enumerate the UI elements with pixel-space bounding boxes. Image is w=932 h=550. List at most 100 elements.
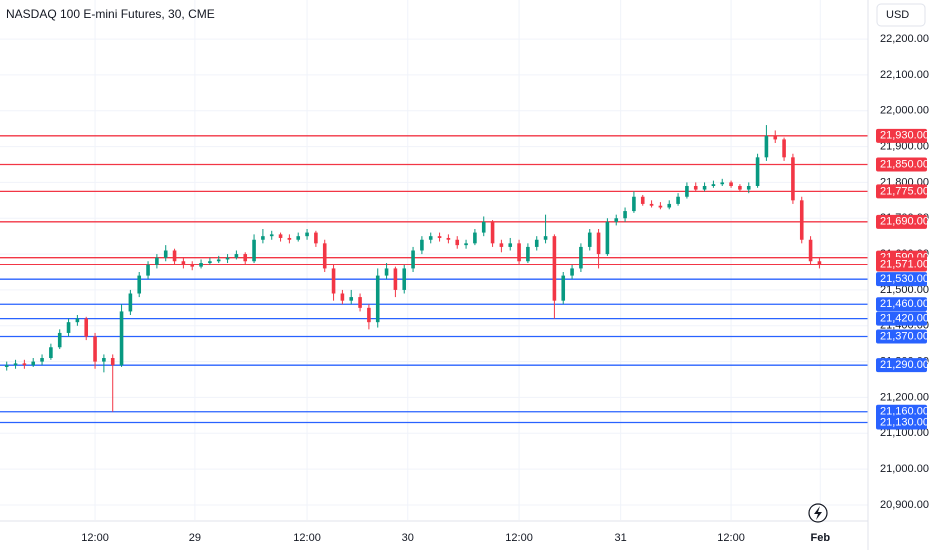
y-tick-label: 21,500.00 bbox=[880, 284, 929, 296]
candle-body bbox=[676, 196, 680, 204]
candle-body bbox=[208, 261, 212, 264]
candle-body bbox=[172, 250, 177, 262]
grid bbox=[0, 0, 868, 520]
level-line-tag bbox=[876, 214, 927, 229]
currency-button[interactable] bbox=[876, 3, 926, 27]
candle-body bbox=[587, 232, 592, 247]
level-line-tag bbox=[876, 184, 927, 199]
candle-body bbox=[773, 135, 778, 140]
candle-body bbox=[314, 232, 318, 244]
candles bbox=[4, 125, 822, 412]
level-line-label: 21,690.00 bbox=[880, 216, 929, 228]
x-tick-label: 12:00 bbox=[505, 532, 533, 544]
candle-body bbox=[782, 139, 786, 158]
candle-body bbox=[84, 318, 89, 337]
y-tick-label: 20,900.00 bbox=[880, 499, 929, 511]
level-line-label: 21,370.00 bbox=[880, 330, 929, 342]
last-price-line-label: 21,571.00 bbox=[880, 258, 929, 270]
candle-body bbox=[269, 234, 274, 237]
candle-body bbox=[446, 237, 451, 240]
candle-body bbox=[349, 297, 354, 301]
level-line-label: 21,530.00 bbox=[880, 273, 929, 285]
candle-body bbox=[738, 185, 742, 190]
y-tick-label: 22,100.00 bbox=[880, 69, 929, 81]
candle-body bbox=[640, 196, 645, 204]
candle-body bbox=[40, 358, 44, 362]
candle-body bbox=[31, 361, 36, 366]
candle-body bbox=[296, 236, 301, 240]
candle-body bbox=[181, 261, 186, 265]
candle-body bbox=[22, 363, 27, 366]
candle-body bbox=[685, 185, 689, 197]
candle-body bbox=[146, 264, 150, 276]
candle-body bbox=[322, 243, 327, 269]
candle-body bbox=[755, 157, 760, 186]
last-price-line-tag bbox=[876, 257, 927, 272]
currency-label[interactable]: USD bbox=[886, 9, 909, 21]
candle-body bbox=[746, 185, 751, 190]
x-tick-label: 31 bbox=[615, 532, 627, 544]
level-line-tag bbox=[876, 297, 927, 312]
level-line-tag bbox=[876, 329, 927, 344]
candle-body bbox=[234, 254, 239, 258]
candle-body bbox=[711, 184, 716, 186]
candle-body bbox=[561, 275, 566, 301]
candle-body bbox=[243, 254, 248, 262]
candle-body bbox=[464, 243, 468, 246]
candle-body bbox=[93, 336, 97, 362]
candle-body bbox=[128, 293, 133, 312]
candle-body bbox=[163, 250, 168, 258]
candle-body bbox=[358, 297, 362, 308]
candle-body bbox=[817, 261, 822, 265]
candle-body bbox=[66, 322, 71, 333]
candle-body bbox=[481, 221, 486, 233]
candle-body bbox=[384, 268, 389, 276]
candle-body bbox=[808, 239, 813, 262]
level-line-tag bbox=[876, 415, 927, 430]
candle-body bbox=[75, 318, 80, 323]
level-line-tag bbox=[876, 272, 927, 287]
candle-body bbox=[375, 275, 380, 323]
candle-body bbox=[632, 196, 636, 212]
candle-body bbox=[499, 243, 504, 247]
level-line-tag bbox=[876, 404, 927, 419]
candle-body bbox=[473, 232, 477, 244]
candle-body bbox=[340, 293, 345, 301]
candle-body bbox=[791, 157, 795, 201]
candle-body bbox=[490, 221, 495, 244]
candle-body bbox=[799, 200, 804, 240]
x-tick-label: 12:00 bbox=[717, 532, 745, 544]
level-line-label: 21,160.00 bbox=[880, 406, 929, 418]
candle-body bbox=[13, 363, 18, 366]
candle-body bbox=[543, 236, 548, 240]
x-tick-label: Feb bbox=[811, 532, 831, 544]
candle-body bbox=[720, 182, 725, 185]
candle-body bbox=[102, 358, 106, 362]
level-line-label: 21,290.00 bbox=[880, 359, 929, 371]
x-tick-label: 30 bbox=[402, 532, 414, 544]
level-line-tag bbox=[876, 311, 927, 326]
logo bbox=[808, 503, 828, 523]
level-line-tag bbox=[876, 157, 927, 172]
candle-body bbox=[155, 257, 159, 265]
candle-body bbox=[305, 232, 309, 237]
level-line-tag bbox=[876, 128, 927, 143]
candle-body bbox=[261, 236, 265, 240]
candle-body bbox=[119, 311, 124, 366]
candle-body bbox=[526, 246, 530, 262]
candle-body bbox=[402, 268, 407, 290]
level-line-label: 21,930.00 bbox=[880, 130, 929, 142]
candle-body bbox=[278, 234, 283, 238]
candle-body bbox=[579, 246, 583, 269]
level-line-tag bbox=[876, 358, 927, 373]
level-line-label: 21,850.00 bbox=[880, 158, 929, 170]
candle-body bbox=[764, 135, 769, 158]
level-line-label: 21,130.00 bbox=[880, 416, 929, 428]
candle-body bbox=[517, 243, 521, 262]
candle-body bbox=[57, 332, 62, 348]
candle-body bbox=[393, 268, 398, 290]
candle-body bbox=[190, 264, 195, 267]
y-tick-label: 22,200.00 bbox=[880, 33, 929, 45]
